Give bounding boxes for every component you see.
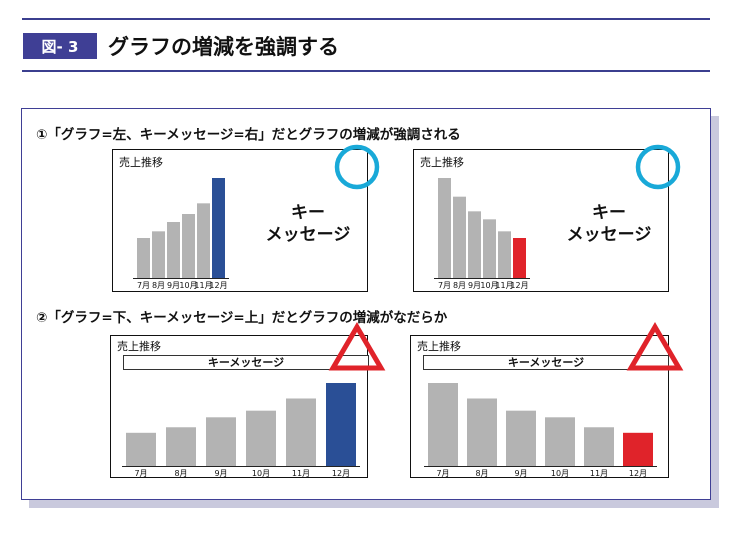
key-message: キー メッセージ <box>554 202 664 246</box>
bar-7月 <box>428 383 458 466</box>
page-title: グラフの増減を強調する <box>108 35 339 59</box>
key-message-box: キーメッセージ <box>423 355 669 370</box>
chart-card-1: 売上推移 キー メッセージ 7月 8月 9月 10月 11月 12月 <box>112 149 368 292</box>
figure-panel: ①「グラフ=左、キーメッセージ=右」だとグラフの増減が強調される ②「グラフ=下… <box>21 108 711 500</box>
triangle-icon <box>626 322 684 371</box>
circle-icon <box>635 144 681 190</box>
bar-10月 <box>182 214 195 278</box>
bar-12月 <box>212 178 225 278</box>
x-tick-label: 12月 <box>629 469 647 478</box>
bar-chart: 7月 8月 9月 10月 11月 12月 <box>122 383 360 478</box>
x-tick-label: 10月 <box>179 281 197 290</box>
key-message-line-2: メッセージ <box>566 225 652 245</box>
x-tick-label: 8月 <box>174 469 187 478</box>
bar-7月 <box>126 432 156 466</box>
x-tick-label: 12月 <box>209 281 227 290</box>
bar-10月 <box>246 410 276 466</box>
x-tick-label: 12月 <box>510 281 528 290</box>
x-tick-label: 11月 <box>495 281 513 290</box>
key-message-line-1: キー <box>291 203 325 223</box>
bar-11月 <box>584 427 614 466</box>
circle-icon <box>334 144 380 190</box>
chart-card-4: 売上推移 キーメッセージ 7月 8月 9月 10月 11月 12月 <box>410 335 669 478</box>
bar-12月 <box>513 238 526 278</box>
x-tick-label: 10月 <box>252 469 270 478</box>
chart-title: 売上推移 <box>420 156 464 169</box>
bar-8月 <box>152 231 165 278</box>
x-tick-label: 11月 <box>194 281 212 290</box>
key-message-line-1: キー <box>592 203 626 223</box>
x-tick-label: 12月 <box>332 469 350 478</box>
triangle-icon <box>328 322 386 371</box>
bar-12月 <box>326 383 356 466</box>
section-1-title: ①「グラフ=左、キーメッセージ=右」だとグラフの増減が強調される <box>36 127 461 143</box>
bar-7月 <box>438 178 451 278</box>
figure-badge: 図- 3 <box>23 33 97 59</box>
bar-8月 <box>467 398 497 466</box>
x-tick-label: 10月 <box>480 281 498 290</box>
chart-card-2: 売上推移 キー メッセージ 7月 8月 9月 10月 11月 12月 <box>413 149 669 292</box>
bar-10月 <box>545 417 575 466</box>
key-message-line-2: メッセージ <box>265 225 351 245</box>
x-tick-label: 7月 <box>436 469 449 478</box>
bar-9月 <box>468 211 481 278</box>
x-tick-label: 11月 <box>292 469 310 478</box>
bottom-rule <box>22 70 710 72</box>
key-message: キー メッセージ <box>253 202 363 246</box>
x-tick-label: 7月 <box>134 469 147 478</box>
x-tick-label: 9月 <box>468 281 481 290</box>
bar-9月 <box>206 417 236 466</box>
chart-title: 売上推移 <box>117 340 161 353</box>
bar-8月 <box>453 196 466 278</box>
key-message-box: キーメッセージ <box>123 355 369 370</box>
x-tick-label: 7月 <box>137 281 150 290</box>
x-tick-label: 8月 <box>475 469 488 478</box>
top-rule <box>22 18 710 20</box>
chart-title: 売上推移 <box>119 156 163 169</box>
bar-7月 <box>137 238 150 278</box>
x-tick-label: 10月 <box>551 469 569 478</box>
x-tick-label: 9月 <box>214 469 227 478</box>
bar-chart: 7月 8月 9月 10月 11月 12月 <box>424 383 657 478</box>
bar-11月 <box>197 203 210 278</box>
x-tick-label: 8月 <box>152 281 165 290</box>
bar-9月 <box>506 410 536 466</box>
bar-9月 <box>167 222 180 278</box>
x-tick-label: 9月 <box>167 281 180 290</box>
bar-11月 <box>286 398 316 466</box>
bar-11月 <box>498 231 511 278</box>
bar-8月 <box>166 427 196 466</box>
bar-10月 <box>483 219 496 278</box>
x-tick-label: 11月 <box>590 469 608 478</box>
bar-12月 <box>623 432 653 466</box>
x-tick-label: 7月 <box>438 281 451 290</box>
chart-card-3: 売上推移 キーメッセージ 7月 8月 9月 10月 11月 12月 <box>110 335 369 478</box>
chart-title: 売上推移 <box>417 340 461 353</box>
x-tick-label: 8月 <box>453 281 466 290</box>
section-2-title: ②「グラフ=下、キーメッセージ=上」だとグラフの増減がなだらか <box>36 310 448 326</box>
x-tick-label: 9月 <box>514 469 527 478</box>
